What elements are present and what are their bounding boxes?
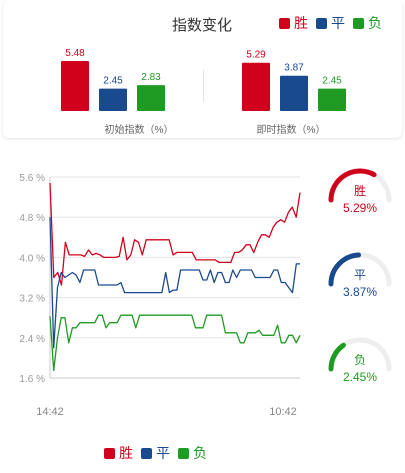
bar-value-label-0-0: 5.48 [65,48,85,59]
bar-0-0 [61,61,89,111]
gauge-fill-0 [328,168,377,203]
gauge-label-2: 负 [354,353,366,367]
legend-bottom-item-lose[interactable]: 负 [178,443,207,463]
legend-item-lose[interactable]: 负 [353,13,382,33]
legend-bottom-item-draw[interactable]: 平 [141,443,170,463]
bar-1-1 [280,75,308,111]
page-title: 指数变化 [172,17,233,34]
bar-value-label-0-1: 2.45 [103,76,123,87]
bar-1-0 [242,62,270,111]
bar-axis-label-0: 初始指数（%） [105,123,174,136]
legend-label-draw: 平 [331,15,345,31]
legend-label-lose: 负 [368,15,382,31]
bar-value-label-0-2: 2.83 [141,72,161,83]
gauge-label-1: 平 [354,268,366,282]
legend-item-draw[interactable]: 平 [316,13,345,33]
legend-bottom-label-draw: 平 [156,445,170,461]
legend-bottom-label-lose: 负 [193,445,207,461]
legend-top: 胜 平 负 [279,13,390,33]
bar-1-2 [318,88,346,111]
legend-swatch-lose [353,17,364,29]
legend-bottom-label-win: 胜 [119,445,133,461]
bar-value-label-1-0: 5.29 [246,50,266,61]
bar-axis-label-1: 即时指数（%） [257,123,326,136]
x-tick-label-start: 14:42 [36,406,64,418]
legend-bottom: 胜 平 负 [104,443,215,463]
series-line-0 [49,182,301,286]
y-tick-label-5: 5.6 % [19,173,45,184]
bar-value-label-1-2: 2.45 [322,76,342,87]
y-tick-label-3: 4.0 % [19,253,45,264]
legend-bottom-swatch-draw [141,447,152,459]
legend-bottom-swatch-win [104,447,115,459]
bar-0-1 [99,88,127,111]
gauge-value-2: 2.45% [343,370,377,384]
y-tick-label-4: 4.8 % [19,213,45,224]
gauge-fill-2 [328,342,346,372]
legend-label-win: 胜 [294,15,308,31]
legend-bottom-item-win[interactable]: 胜 [104,443,133,463]
legend-bottom-swatch-lose [178,447,189,459]
gauge-label-0: 胜 [354,183,366,198]
y-tick-label-2: 3.2 % [19,294,45,305]
gauge-fill-1 [328,252,362,287]
series-line-1 [49,217,300,349]
y-tick-label-0: 1.6 % [19,374,45,385]
gauge-value-0: 5.29% [343,201,377,215]
legend-swatch-win [279,17,290,29]
legend-swatch-draw [316,17,327,29]
legend-item-win[interactable]: 胜 [279,13,308,33]
gauge-value-1: 3.87% [343,285,377,299]
bar-0-2 [137,85,165,111]
divider [203,70,204,102]
bar-value-label-1-1: 3.87 [284,63,304,74]
x-tick-label-end: 10:42 [269,406,297,418]
y-tick-label-1: 2.4 % [19,334,45,345]
series-line-2 [49,314,301,372]
